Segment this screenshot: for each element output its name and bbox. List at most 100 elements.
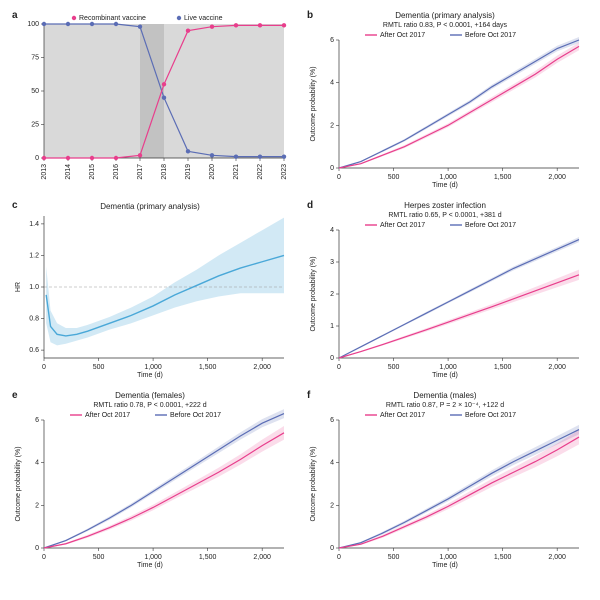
svg-text:0: 0 [42, 364, 46, 371]
panel-a: a025507510020132014201520162017201820192… [10, 10, 295, 190]
svg-text:2015: 2015 [89, 164, 96, 180]
svg-text:2,000: 2,000 [253, 554, 271, 561]
svg-text:RMTL ratio 0.87, P = 2 × 10⁻⁴,: RMTL ratio 0.87, P = 2 × 10⁻⁴, +122 d [386, 402, 504, 409]
svg-text:Dementia (primary analysis): Dementia (primary analysis) [395, 11, 495, 20]
svg-text:0: 0 [35, 155, 39, 162]
svg-text:1,000: 1,000 [439, 174, 457, 181]
svg-text:1.2: 1.2 [29, 252, 39, 259]
figure-grid: a025507510020132014201520162017201820192… [0, 0, 600, 600]
svg-text:Time (d): Time (d) [432, 562, 458, 569]
panel-c: c Dementia (primary analysis) 0.6 0.8 1.0 1.2… [10, 200, 295, 380]
svg-text:1,000: 1,000 [439, 364, 457, 371]
svg-text:After Oct 2017: After Oct 2017 [380, 412, 425, 419]
panel-label-f: f [307, 390, 310, 401]
svg-text:2: 2 [330, 502, 334, 509]
svg-text:2017: 2017 [137, 164, 144, 180]
svg-text:2023: 2023 [281, 164, 288, 180]
svg-text:2020: 2020 [209, 164, 216, 180]
svg-text:500: 500 [93, 554, 105, 561]
svg-text:1,000: 1,000 [439, 554, 457, 561]
panel-label-b: b [307, 10, 313, 21]
panel-label-d: d [307, 200, 313, 211]
panel-f: f Dementia (males) RMTL ratio 0.87, P = 2 … [305, 390, 590, 570]
svg-text:1.0: 1.0 [29, 284, 39, 291]
svg-text:6: 6 [35, 417, 39, 424]
svg-text:Time (d): Time (d) [137, 372, 163, 379]
panel-d: d Herpes zoster infection RMTL ratio 0.65,… [305, 200, 590, 380]
svg-text:3: 3 [330, 259, 334, 266]
svg-text:2: 2 [35, 502, 39, 509]
svg-text:2022: 2022 [257, 164, 264, 180]
svg-text:4: 4 [330, 227, 334, 234]
svg-text:1,500: 1,500 [494, 364, 512, 371]
svg-text:2,000: 2,000 [548, 364, 566, 371]
svg-text:500: 500 [93, 364, 105, 371]
svg-text:HR: HR [15, 282, 22, 292]
svg-text:0.8: 0.8 [29, 316, 39, 323]
svg-text:0: 0 [42, 554, 46, 561]
svg-text:2014: 2014 [65, 164, 72, 180]
svg-text:1,500: 1,500 [199, 364, 217, 371]
svg-text:Outcome probability (%): Outcome probability (%) [15, 446, 22, 521]
svg-text:2: 2 [330, 291, 334, 298]
svg-text:Outcome probability (%): Outcome probability (%) [310, 256, 317, 331]
svg-text:4: 4 [330, 80, 334, 87]
svg-text:After Oct 2017: After Oct 2017 [380, 32, 425, 39]
svg-text:After Oct 2017: After Oct 2017 [85, 412, 130, 419]
svg-text:Time (d): Time (d) [432, 372, 458, 379]
svg-text:Time (d): Time (d) [432, 182, 458, 189]
svg-text:2019: 2019 [185, 164, 192, 180]
svg-text:0: 0 [330, 355, 334, 362]
svg-text:1,000: 1,000 [144, 364, 162, 371]
svg-text:2: 2 [330, 122, 334, 129]
svg-text:2016: 2016 [113, 164, 120, 180]
svg-text:100: 100 [27, 21, 39, 28]
svg-text:25: 25 [31, 122, 39, 129]
svg-text:2018: 2018 [161, 164, 168, 180]
svg-text:Live vaccine: Live vaccine [184, 15, 223, 22]
svg-text:2,000: 2,000 [548, 174, 566, 181]
panel-b: b Dementia (primary analysis) RMTL ratio 0… [305, 10, 590, 190]
svg-text:Before Oct 2017: Before Oct 2017 [465, 222, 516, 229]
svg-text:2,000: 2,000 [253, 364, 271, 371]
svg-text:500: 500 [388, 364, 400, 371]
svg-text:0: 0 [337, 364, 341, 371]
panel-label-c: c [12, 200, 18, 211]
svg-text:1,500: 1,500 [494, 554, 512, 561]
svg-text:RMTL ratio 0.65, P < 0.0001, +: RMTL ratio 0.65, P < 0.0001, +381 d [388, 212, 501, 219]
svg-text:Before Oct 2017: Before Oct 2017 [465, 32, 516, 39]
svg-text:75: 75 [31, 55, 39, 62]
panel-label-a: a [12, 10, 18, 21]
svg-text:RMTL ratio 0.78, P < 0.0001, +: RMTL ratio 0.78, P < 0.0001, +222 d [93, 402, 206, 409]
svg-text:Recombinant vaccine: Recombinant vaccine [79, 15, 146, 22]
svg-text:1,500: 1,500 [494, 174, 512, 181]
svg-text:500: 500 [388, 174, 400, 181]
svg-text:Herpes zoster infection: Herpes zoster infection [404, 201, 486, 210]
svg-text:Outcome probability (%): Outcome probability (%) [310, 66, 317, 141]
svg-text:0: 0 [337, 554, 341, 561]
svg-text:0: 0 [35, 545, 39, 552]
panel-e: e Dementia (females) RMTL ratio 0.78, P < … [10, 390, 295, 570]
svg-text:After Oct 2017: After Oct 2017 [380, 222, 425, 229]
svg-text:Dementia (males): Dementia (males) [413, 391, 476, 400]
svg-text:0: 0 [330, 165, 334, 172]
svg-text:Dementia (females): Dementia (females) [115, 391, 185, 400]
svg-text:2021: 2021 [233, 164, 240, 180]
svg-text:Before Oct 2017: Before Oct 2017 [465, 412, 516, 419]
svg-text:Dementia (primary analysis): Dementia (primary analysis) [100, 202, 200, 211]
svg-text:0: 0 [330, 545, 334, 552]
svg-text:RMTL ratio 0.83, P < 0.0001, +: RMTL ratio 0.83, P < 0.0001, +164 days [383, 22, 508, 29]
svg-text:2013: 2013 [41, 164, 48, 180]
svg-text:1,500: 1,500 [199, 554, 217, 561]
svg-text:1,000: 1,000 [144, 554, 162, 561]
svg-text:6: 6 [330, 37, 334, 44]
svg-text:2,000: 2,000 [548, 554, 566, 561]
svg-text:0.6: 0.6 [29, 347, 39, 354]
svg-text:6: 6 [330, 417, 334, 424]
svg-text:1.4: 1.4 [29, 221, 39, 228]
svg-text:0: 0 [337, 174, 341, 181]
svg-text:Outcome probability (%): Outcome probability (%) [310, 446, 317, 521]
svg-text:Before Oct 2017: Before Oct 2017 [170, 412, 221, 419]
panel-label-e: e [12, 390, 18, 401]
svg-text:4: 4 [330, 460, 334, 467]
